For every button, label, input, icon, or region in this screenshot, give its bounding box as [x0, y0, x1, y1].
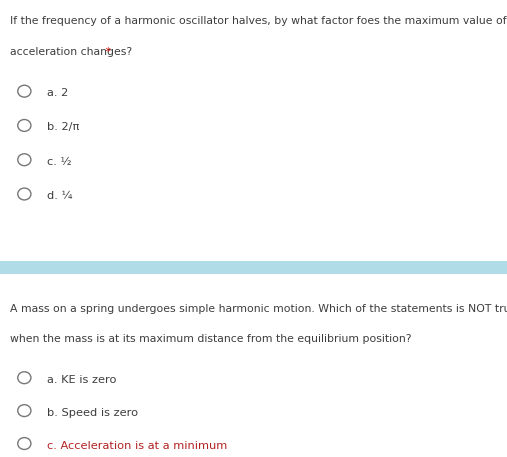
- Circle shape: [18, 438, 31, 449]
- Bar: [0, 261, 507, 274]
- Text: a. 2: a. 2: [47, 88, 68, 98]
- Text: d. ¼: d. ¼: [47, 191, 72, 201]
- Text: A mass on a spring undergoes simple harmonic motion. Which of the statements is : A mass on a spring undergoes simple harm…: [10, 304, 507, 314]
- Text: c. Acceleration is at a minimum: c. Acceleration is at a minimum: [47, 441, 227, 451]
- Circle shape: [18, 188, 31, 200]
- Circle shape: [18, 119, 31, 131]
- Text: c. ½: c. ½: [47, 157, 71, 167]
- Circle shape: [18, 154, 31, 165]
- Circle shape: [18, 85, 31, 97]
- Text: If the frequency of a harmonic oscillator halves, by what factor foes the maximu: If the frequency of a harmonic oscillato…: [10, 16, 507, 26]
- Text: acceleration changes?: acceleration changes?: [10, 47, 132, 57]
- Circle shape: [18, 372, 31, 384]
- Circle shape: [18, 405, 31, 417]
- Text: when the mass is at its maximum distance from the equilibrium position?: when the mass is at its maximum distance…: [10, 334, 412, 344]
- Text: b. Speed is zero: b. Speed is zero: [47, 408, 138, 418]
- Text: a. KE is zero: a. KE is zero: [47, 375, 116, 385]
- Text: b. 2/π: b. 2/π: [47, 122, 79, 133]
- Text: *: *: [102, 47, 112, 57]
